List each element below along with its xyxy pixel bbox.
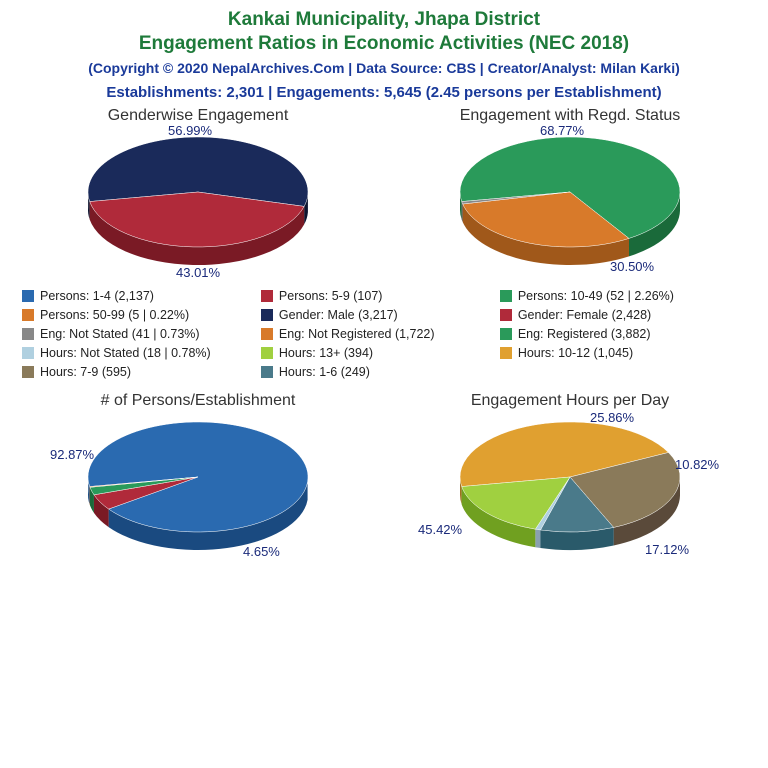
legend-swatch	[22, 290, 34, 302]
legend-item: Hours: Not Stated (18 | 0.78%)	[22, 346, 261, 360]
legend-item: Persons: 50-99 (5 | 0.22%)	[22, 308, 261, 322]
legend-swatch	[261, 366, 273, 378]
title-line2: Engagement Ratios in Economic Activities…	[12, 32, 756, 56]
pie-pct-label: 56.99%	[168, 123, 212, 138]
legend-swatch	[22, 366, 34, 378]
legend-text: Persons: 10-49 (52 | 2.26%)	[518, 289, 674, 303]
chart-hours-pie: 25.86%10.82%17.12%45.42%	[440, 412, 700, 562]
chart-regd-pie: 68.77%30.50%	[440, 127, 700, 277]
pie-pct-label: 25.86%	[590, 410, 634, 425]
pie-pct-label: 10.82%	[675, 457, 719, 472]
title-line1: Kankai Municipality, Jhapa District	[12, 8, 756, 32]
legend-item: Gender: Male (3,217)	[261, 308, 500, 322]
pie-pct-label: 4.65%	[243, 544, 280, 559]
chart-persons-title: # of Persons/Establishment	[18, 392, 378, 410]
legend-swatch	[261, 347, 273, 359]
legend-swatch	[261, 290, 273, 302]
legend-text: Hours: Not Stated (18 | 0.78%)	[40, 346, 211, 360]
pie-pct-label: 68.77%	[540, 123, 584, 138]
pie-pct-label: 92.87%	[50, 447, 94, 462]
legend-item: Persons: 5-9 (107)	[261, 289, 500, 303]
legend-swatch	[500, 328, 512, 340]
legend-text: Gender: Female (2,428)	[518, 308, 651, 322]
chart-hours-title: Engagement Hours per Day	[390, 392, 750, 410]
pie-pct-label: 45.42%	[418, 522, 462, 537]
legend-text: Hours: 10-12 (1,045)	[518, 346, 633, 360]
legend-text: Persons: 5-9 (107)	[279, 289, 383, 303]
legend-swatch	[261, 309, 273, 321]
chart-persons-pie: 92.87%4.65%	[68, 412, 328, 562]
legend-item: Eng: Not Stated (41 | 0.73%)	[22, 327, 261, 341]
legend: Persons: 1-4 (2,137) Persons: 5-9 (107) Pe…	[22, 289, 746, 384]
infographic-container: Kankai Municipality, Jhapa District Enga…	[0, 0, 768, 768]
legend-item: Persons: 1-4 (2,137)	[22, 289, 261, 303]
legend-swatch	[22, 309, 34, 321]
legend-item: Hours: 10-12 (1,045)	[500, 346, 739, 360]
legend-text: Hours: 13+ (394)	[279, 346, 373, 360]
chart-gender-pie: 56.99%43.01%	[68, 127, 328, 277]
legend-item: Eng: Registered (3,882)	[500, 327, 739, 341]
stats-line: Establishments: 2,301 | Engagements: 5,6…	[12, 84, 756, 101]
legend-item: Hours: 13+ (394)	[261, 346, 500, 360]
charts-row-top: Genderwise Engagement 56.99%43.01% Engag…	[12, 107, 756, 277]
legend-text: Gender: Male (3,217)	[279, 308, 398, 322]
legend-text: Eng: Not Stated (41 | 0.73%)	[40, 327, 200, 341]
legend-swatch	[22, 347, 34, 359]
copyright-line: (Copyright © 2020 NepalArchives.Com | Da…	[12, 60, 756, 76]
legend-text: Persons: 50-99 (5 | 0.22%)	[40, 308, 189, 322]
legend-text: Hours: 7-9 (595)	[40, 365, 131, 379]
pie-pct-label: 17.12%	[645, 542, 689, 557]
legend-swatch	[500, 290, 512, 302]
legend-swatch	[500, 309, 512, 321]
legend-swatch	[261, 328, 273, 340]
legend-item: Hours: 1-6 (249)	[261, 365, 500, 379]
legend-item: Persons: 10-49 (52 | 2.26%)	[500, 289, 739, 303]
pie-pct-label: 30.50%	[610, 259, 654, 274]
chart-hours: Engagement Hours per Day 25.86%10.82%17.…	[390, 392, 750, 562]
legend-item: Eng: Not Registered (1,722)	[261, 327, 500, 341]
chart-regd: Engagement with Regd. Status 68.77%30.50…	[390, 107, 750, 277]
chart-persons: # of Persons/Establishment 92.87%4.65%	[18, 392, 378, 562]
legend-text: Eng: Registered (3,882)	[518, 327, 651, 341]
legend-swatch	[22, 328, 34, 340]
chart-gender: Genderwise Engagement 56.99%43.01%	[18, 107, 378, 277]
pie-pct-label: 43.01%	[176, 265, 220, 280]
legend-swatch	[500, 347, 512, 359]
legend-text: Eng: Not Registered (1,722)	[279, 327, 435, 341]
legend-item: Hours: 7-9 (595)	[22, 365, 261, 379]
charts-row-bottom: # of Persons/Establishment 92.87%4.65% E…	[12, 392, 756, 562]
legend-text: Persons: 1-4 (2,137)	[40, 289, 154, 303]
legend-text: Hours: 1-6 (249)	[279, 365, 370, 379]
legend-item: Gender: Female (2,428)	[500, 308, 739, 322]
